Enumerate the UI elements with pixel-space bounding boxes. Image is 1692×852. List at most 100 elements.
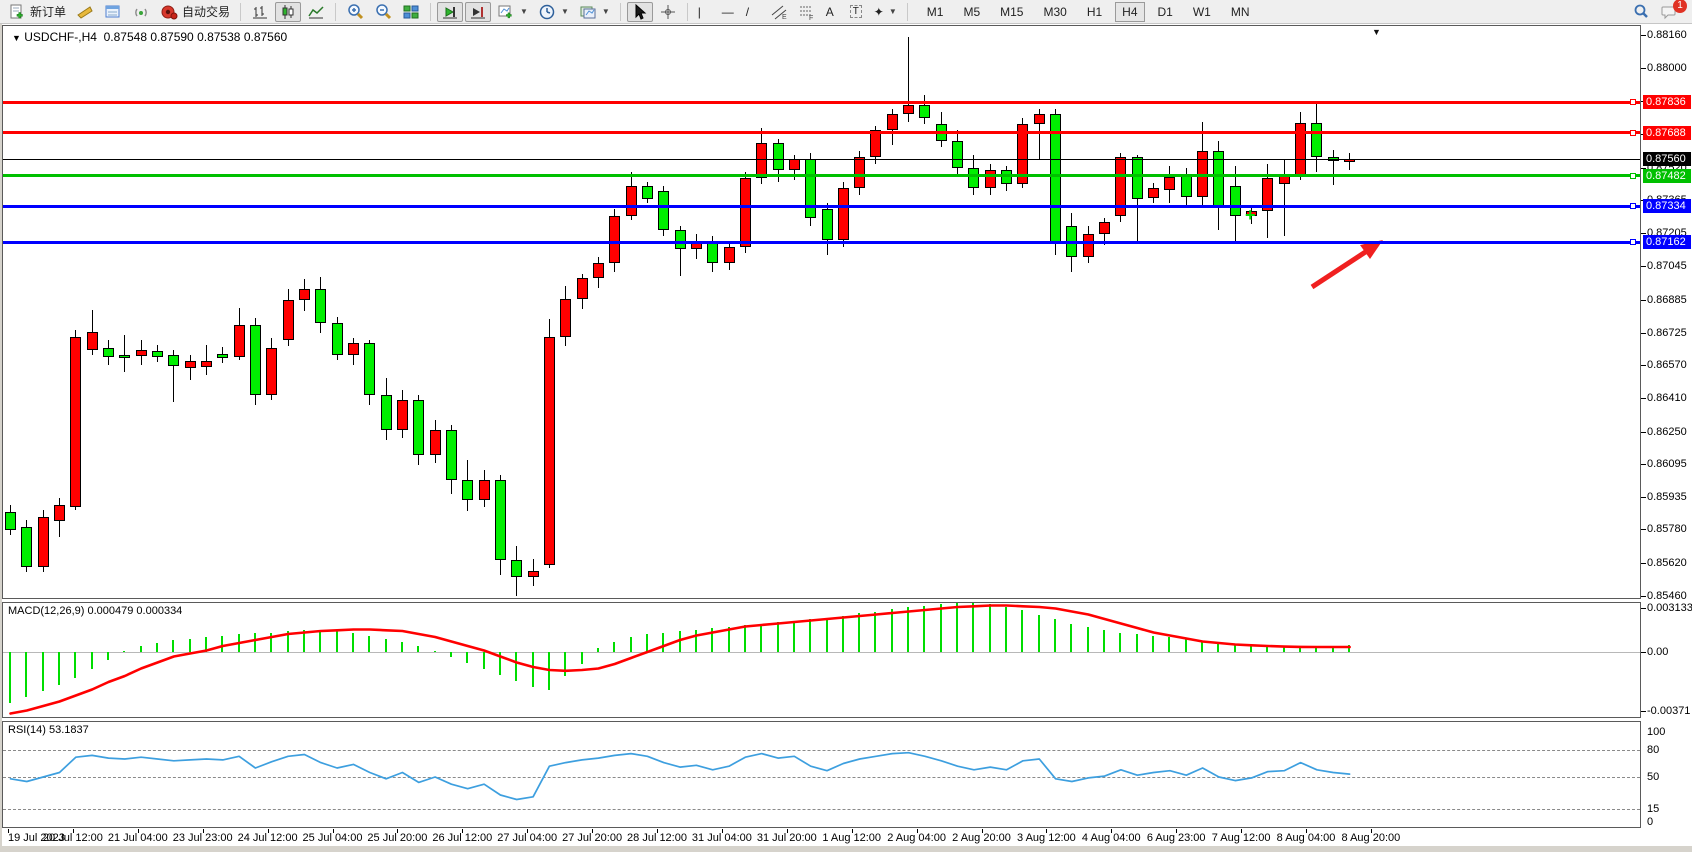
timeframe-m15[interactable]: M15 xyxy=(1000,4,1024,19)
candle xyxy=(429,430,441,455)
level-line-handle[interactable] xyxy=(1630,203,1636,210)
market-watch-button[interactable] xyxy=(100,2,126,22)
macd-histogram-bar xyxy=(939,604,942,652)
macd-histogram-bar xyxy=(809,619,812,652)
level-line-handle[interactable] xyxy=(1630,129,1636,136)
chart-shift-button[interactable] xyxy=(465,1,492,22)
rsi-pane[interactable] xyxy=(2,721,1641,828)
crosshair-button[interactable] xyxy=(655,2,681,22)
time-axis-tick xyxy=(1176,829,1178,833)
level-line[interactable] xyxy=(3,100,1640,104)
arrows-shapes-icon: ✦ xyxy=(873,4,884,19)
timeframe-m30[interactable]: M30 xyxy=(1043,4,1067,19)
current-price-line[interactable] xyxy=(3,158,1640,160)
time-axis-label: 21 Jul 04:00 xyxy=(107,832,168,844)
time-axis-label: 31 Jul 20:00 xyxy=(756,832,817,844)
candle xyxy=(119,354,131,358)
period-clock-button[interactable]: ▼ xyxy=(534,2,573,22)
time-axis-label: 7 Aug 12:00 xyxy=(1211,832,1271,844)
toolbar-separator xyxy=(335,2,337,21)
macd-histogram-bar xyxy=(1266,646,1269,652)
chart-profile-button[interactable]: ▼ xyxy=(575,2,614,22)
candle xyxy=(805,159,817,218)
macd-axis-tick xyxy=(1641,652,1646,653)
candle xyxy=(380,395,392,431)
timeframe-h4[interactable]: H4 xyxy=(1115,1,1145,22)
timeframe-w1[interactable]: W1 xyxy=(1192,4,1211,19)
line-chart-type-button[interactable] xyxy=(303,2,329,22)
text-tool[interactable]: A xyxy=(822,2,844,22)
candle-wick xyxy=(205,345,207,375)
timeframe-h1[interactable]: H1 xyxy=(1086,4,1103,19)
candle xyxy=(21,527,33,568)
collapse-triangle-icon[interactable]: ▼ xyxy=(12,33,21,43)
level-line[interactable] xyxy=(3,174,1640,178)
candle xyxy=(919,105,931,118)
text-label-tool[interactable]: T xyxy=(846,2,868,22)
candle xyxy=(1148,188,1160,198)
macd-histogram-bar xyxy=(776,622,779,652)
candle xyxy=(625,186,637,216)
fibonacci-tool[interactable]: F xyxy=(794,2,820,22)
candle xyxy=(788,159,800,170)
chart-symbol-period: USDCHF-,H4 xyxy=(24,30,97,44)
zoom-out-button[interactable] xyxy=(370,2,396,22)
candle-chart-type-button[interactable] xyxy=(275,1,302,22)
macd-histogram-bar xyxy=(792,620,795,652)
price-tick-label: 0.85620 xyxy=(1647,556,1687,569)
search-button[interactable] xyxy=(1628,2,1654,22)
notifications-button[interactable]: 1 xyxy=(1656,0,1687,22)
vertical-line-tool[interactable]: | xyxy=(694,2,716,22)
new-chart-button[interactable]: ▼ xyxy=(493,2,532,22)
time-axis-label: 25 Jul 04:00 xyxy=(302,832,363,844)
macd-histogram-bar xyxy=(1070,623,1073,652)
macd-histogram-bar xyxy=(482,652,485,669)
timeframe-mn[interactable]: MN xyxy=(1230,4,1250,19)
price-tag: 0.87836 xyxy=(1643,95,1691,109)
macd-pane[interactable] xyxy=(2,602,1641,718)
level-line-handle[interactable] xyxy=(1630,172,1636,179)
price-tick xyxy=(1641,497,1646,499)
candle xyxy=(168,355,180,367)
candle xyxy=(968,167,980,189)
autotrade-button[interactable]: 自动交易 xyxy=(156,2,234,22)
candle-wick xyxy=(1332,150,1334,185)
bar-chart-type-button[interactable] xyxy=(247,2,273,22)
macd-histogram-bar xyxy=(139,646,142,652)
candle xyxy=(70,337,82,508)
level-line-handle[interactable] xyxy=(1630,99,1636,105)
level-line[interactable] xyxy=(3,131,1640,135)
timeframe-d1[interactable]: D1 xyxy=(1157,4,1173,19)
time-axis-tick xyxy=(332,829,334,833)
price-chart-pane[interactable] xyxy=(2,25,1641,599)
horizontal-line-tool[interactable]: — xyxy=(718,2,740,22)
candle xyxy=(1344,159,1356,163)
text-icon: A xyxy=(825,4,834,19)
signals-button[interactable] xyxy=(128,2,154,22)
level-line[interactable] xyxy=(3,204,1640,208)
equidistant-channel-tool[interactable]: E xyxy=(766,2,792,22)
timeframe-m5[interactable]: M5 xyxy=(963,4,981,19)
rsi-axis-label: 80 xyxy=(1647,744,1660,756)
macd-histogram-bar xyxy=(580,652,583,664)
fibonacci-icon: F xyxy=(798,3,816,22)
auto-scroll-button[interactable] xyxy=(437,1,464,22)
new-order-button[interactable]: 新订单 xyxy=(4,2,70,22)
macd-histogram-bar xyxy=(204,637,207,652)
level-line[interactable] xyxy=(3,240,1640,244)
cursor-button[interactable] xyxy=(626,1,653,22)
zoom-in-button[interactable] xyxy=(342,2,368,22)
macd-histogram-bar xyxy=(172,640,175,652)
arrows-shapes-tool[interactable]: ✦ ▼ xyxy=(870,2,901,22)
candle xyxy=(723,246,735,264)
chart-shift-marker[interactable]: ▼ xyxy=(1372,27,1381,37)
price-tick-label: 0.86095 xyxy=(1647,457,1687,470)
candle xyxy=(200,361,212,368)
timeframe-m1[interactable]: M1 xyxy=(926,4,944,19)
candle xyxy=(1180,174,1192,197)
tile-windows-button[interactable] xyxy=(398,2,424,22)
trendline-tool[interactable]: / xyxy=(742,2,764,22)
level-line-handle[interactable] xyxy=(1630,239,1636,246)
macd-histogram-bar xyxy=(1054,619,1057,652)
gold-pointer-button[interactable] xyxy=(72,2,98,22)
